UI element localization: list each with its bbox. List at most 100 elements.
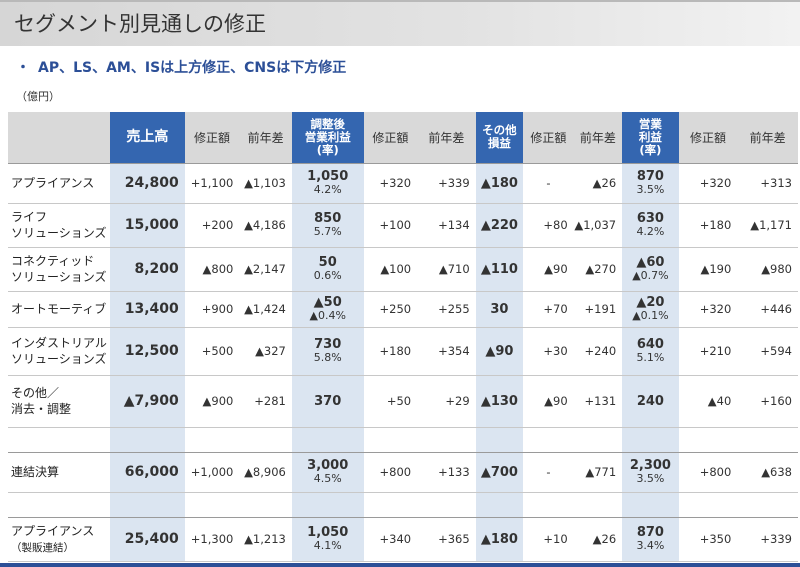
operating-income-cell: 870 3.4% bbox=[622, 516, 679, 562]
adjusted-op-cell: 370 bbox=[291, 375, 364, 428]
operating-income-value: ▲60 bbox=[636, 255, 665, 270]
sales-yoy: ▲327 bbox=[239, 327, 292, 376]
other-revision: ▲90 bbox=[523, 247, 574, 292]
other-revision: - bbox=[523, 451, 574, 493]
segment-name-line2: （製販連結） bbox=[11, 541, 74, 554]
header-adjusted-op-l2: 営業利益 bbox=[304, 129, 351, 144]
table-spacer bbox=[8, 427, 798, 452]
header-revision-2: 修正額 bbox=[363, 112, 418, 163]
header-adjusted-op-l3: (率) bbox=[316, 142, 339, 157]
other-pl-value: ▲130 bbox=[475, 375, 524, 428]
sales-revision: +900 bbox=[184, 291, 240, 328]
op-revision: +320 bbox=[363, 162, 418, 204]
oi-yoy: +313 bbox=[737, 162, 798, 204]
operating-income-rate: 3.4% bbox=[636, 539, 665, 552]
oi-yoy: +446 bbox=[737, 291, 798, 328]
operating-income-rate: 3.5% bbox=[636, 183, 665, 196]
sales-revision: ▲900 bbox=[184, 375, 240, 428]
other-yoy: +240 bbox=[573, 327, 623, 376]
segment-name-line1: ライフ bbox=[11, 210, 48, 224]
other-pl-value: 30 bbox=[475, 291, 524, 328]
op-revision: ▲100 bbox=[363, 247, 418, 292]
adjusted-op-cell: 1,050 4.2% bbox=[291, 162, 364, 204]
summary-bullet: ・ bbox=[16, 60, 30, 76]
operating-income-rate: 4.2% bbox=[636, 225, 665, 238]
header-other-pl-l2: 損益 bbox=[487, 136, 511, 151]
sales-yoy: ▲2,147 bbox=[239, 247, 292, 292]
header-adjusted-op-l1: 調整後 bbox=[310, 116, 345, 131]
adjusted-op-rate: 4.5% bbox=[313, 472, 342, 485]
op-revision: +50 bbox=[363, 375, 418, 428]
summary-line: ・ AP、LS、AM、ISは上方修正、CNSは下方修正 bbox=[16, 57, 346, 77]
other-revision: - bbox=[523, 162, 574, 204]
operating-income-value: 240 bbox=[636, 393, 664, 409]
header-operating-income-l2: 利益 bbox=[638, 129, 662, 144]
sales-yoy: ▲1,103 bbox=[239, 162, 292, 204]
table-row: その他／ 消去・調整 ▲7,900 ▲900 +281 370 +50 +29 ▲… bbox=[8, 375, 798, 428]
header-revision-1: 修正額 bbox=[184, 112, 240, 163]
sales-value: 8,200 bbox=[110, 247, 185, 292]
header-top-line bbox=[0, 0, 800, 2]
op-revision: +180 bbox=[363, 327, 418, 376]
op-yoy: +354 bbox=[417, 327, 476, 376]
sales-revision: ▲800 bbox=[184, 247, 240, 292]
adjusted-op-value: 370 bbox=[314, 393, 342, 409]
other-pl-value: ▲180 bbox=[475, 516, 524, 562]
adjusted-op-rate: 4.2% bbox=[313, 183, 342, 196]
segment-name: インダストリアル ソリューションズ bbox=[8, 327, 111, 376]
other-yoy: ▲1,037 bbox=[573, 203, 623, 248]
segment-name-line2: ソリューションズ bbox=[11, 352, 107, 366]
other-pl-value: ▲110 bbox=[475, 247, 524, 292]
adjusted-op-value: 1,050 bbox=[307, 169, 349, 184]
table-row-appliance-consolidated: アプライアンス （製販連結） 25,400 +1,300 ▲1,213 1,050… bbox=[8, 516, 798, 562]
segment-name-line1: アプライアンス bbox=[11, 176, 95, 190]
operating-income-cell: 870 3.5% bbox=[622, 162, 679, 204]
operating-income-rate: 5.1% bbox=[636, 351, 665, 364]
footer-bar bbox=[0, 563, 800, 567]
adjusted-op-cell: 1,050 4.1% bbox=[291, 516, 364, 562]
segment-name-line1: オートモーティブ bbox=[11, 302, 107, 316]
table-row-total: 連結決算 66,000 +1,000 ▲8,906 3,000 4.5% +800… bbox=[8, 451, 798, 493]
oi-revision: +320 bbox=[678, 291, 738, 328]
oi-revision: +800 bbox=[678, 451, 738, 493]
segment-name-line1: アプライアンス bbox=[11, 523, 95, 538]
op-yoy: +255 bbox=[417, 291, 476, 328]
segment-name: アプライアンス bbox=[8, 162, 111, 204]
adjusted-op-rate: 5.7% bbox=[313, 225, 342, 238]
header-other-pl-l1: その他 bbox=[482, 123, 517, 138]
sales-value: ▲7,900 bbox=[110, 375, 185, 428]
other-pl-value: ▲90 bbox=[475, 327, 524, 376]
other-revision: +80 bbox=[523, 203, 574, 248]
other-pl-value: ▲700 bbox=[475, 451, 524, 493]
other-yoy: ▲270 bbox=[573, 247, 623, 292]
segment-name: その他／ 消去・調整 bbox=[8, 375, 111, 428]
oi-yoy: +594 bbox=[737, 327, 798, 376]
sales-revision: +1,100 bbox=[184, 162, 240, 204]
op-revision: +340 bbox=[363, 516, 418, 562]
sales-yoy: ▲1,424 bbox=[239, 291, 292, 328]
adjusted-op-cell: 850 5.7% bbox=[291, 203, 364, 248]
other-revision: +10 bbox=[523, 516, 574, 562]
segment-name: オートモーティブ bbox=[8, 291, 111, 328]
oi-revision: ▲40 bbox=[678, 375, 738, 428]
header-yoy-4: 前年差 bbox=[737, 112, 798, 163]
sales-value: 66,000 bbox=[110, 451, 185, 493]
header-yoy-2: 前年差 bbox=[417, 112, 476, 163]
op-yoy: +29 bbox=[417, 375, 476, 428]
adjusted-op-value: 1,050 bbox=[307, 525, 349, 540]
header-blank bbox=[8, 112, 111, 163]
table-header-row: 売上高 修正額 前年差 調整後 営業利益 (率) 修正額 前年差 その他 損益 … bbox=[8, 112, 798, 163]
sales-revision: +1,000 bbox=[184, 451, 240, 493]
table-row: インダストリアル ソリューションズ 12,500 +500 ▲327 730 5.8… bbox=[8, 327, 798, 376]
op-yoy: +339 bbox=[417, 162, 476, 204]
operating-income-cell: ▲60 ▲0.7% bbox=[622, 247, 679, 292]
table-spacer bbox=[8, 492, 798, 517]
segment-name: アプライアンス （製販連結） bbox=[8, 516, 111, 562]
op-yoy: ▲710 bbox=[417, 247, 476, 292]
page-header: セグメント別見通しの修正 bbox=[0, 0, 800, 46]
operating-income-value: 2,300 bbox=[629, 458, 671, 473]
operating-income-cell: 640 5.1% bbox=[622, 327, 679, 376]
header-other-pl: その他 損益 bbox=[475, 112, 524, 163]
oi-revision: +210 bbox=[678, 327, 738, 376]
adjusted-op-value: 730 bbox=[314, 337, 342, 352]
